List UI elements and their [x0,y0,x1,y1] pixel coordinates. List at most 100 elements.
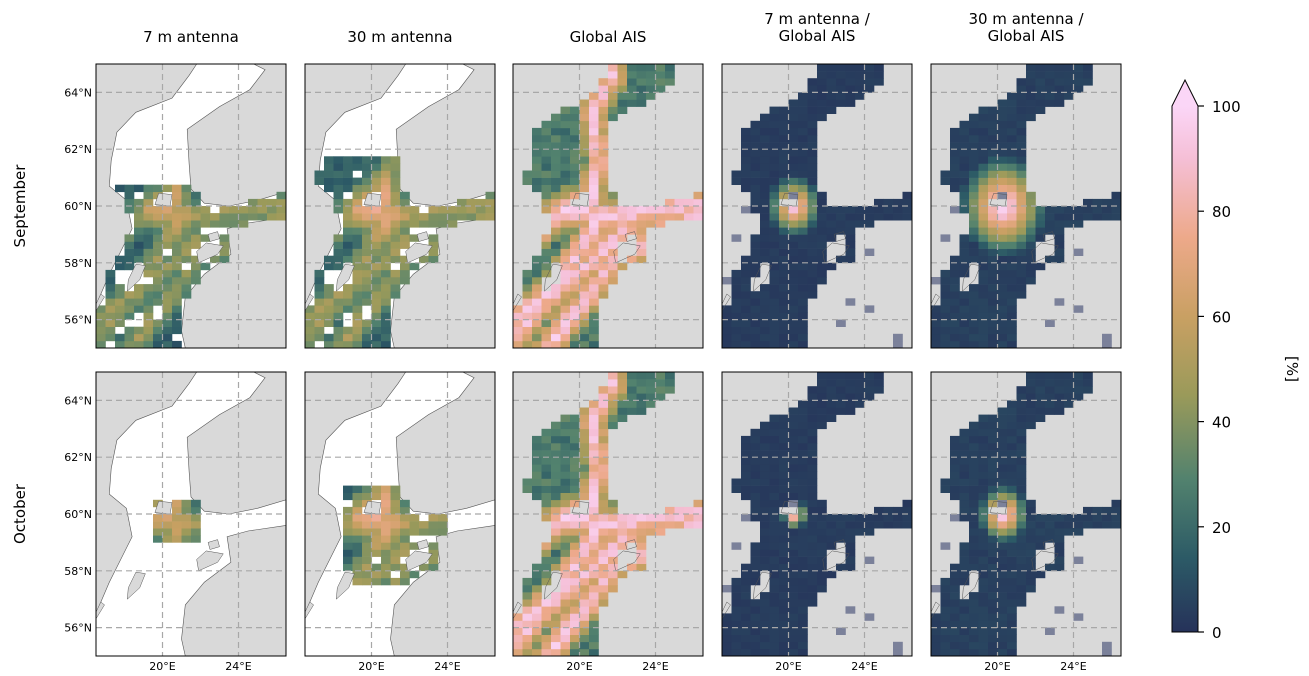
data-cell [769,149,780,157]
data-cell [988,570,998,579]
data-cell [191,220,201,228]
data-cell [741,592,751,600]
data-cell [570,277,580,285]
data-cell [522,478,533,486]
data-cell [589,227,599,235]
data-cell [1016,514,1027,522]
column-title-line: 30 m antenna / [968,10,1084,28]
data-cell [579,284,590,292]
data-cell [807,421,818,430]
data-cell [115,184,125,193]
data-cell [314,170,325,178]
data-cell [457,198,467,207]
data-cell [788,340,799,348]
data-cell [1007,106,1017,114]
data-cell [807,407,818,415]
data-cell [579,641,590,650]
data-cell [731,641,742,650]
data-cell [551,213,561,221]
data-cell [864,514,875,522]
data-cell [229,213,239,221]
data-cell [1007,421,1017,430]
data-cell [874,71,884,79]
data-cell [655,528,666,536]
data-cell [978,535,989,543]
data-cell [598,535,609,543]
data-cell [362,170,372,178]
data-cell [181,291,192,299]
data-cell [598,213,609,221]
data-cell [788,312,799,320]
data-cell [769,206,780,214]
data-cell [798,241,808,249]
data-cell [551,556,561,564]
data-cell [693,213,703,221]
data-cell [400,528,410,536]
data-cell [779,241,789,249]
data-cell [598,464,609,472]
data-cell [722,340,732,348]
data-cell [978,627,989,635]
data-cell [352,220,363,228]
data-cell [798,592,808,600]
data-cell [722,585,732,593]
data-cell [988,262,998,271]
data-cell [617,234,628,242]
data-cell [570,556,580,564]
data-cell [352,277,363,285]
data-cell [731,620,742,628]
data-cell [124,291,135,299]
data-cell [636,514,647,522]
data-cell [978,606,989,614]
data-cell [532,599,542,607]
data-cell [400,241,410,249]
data-cell [371,206,382,214]
data-cell [646,206,656,214]
data-cell [798,492,808,501]
data-cell [210,255,220,264]
data-cell [1092,206,1103,214]
data-cell [598,191,609,200]
data-cell [1054,514,1065,522]
data-cell [381,556,391,564]
data-cell [1007,170,1017,178]
data-cell [959,262,970,271]
data-cell [352,570,363,579]
data-cell [760,492,770,501]
data-cell [760,184,770,193]
data-cell [836,521,846,529]
data-cell [191,269,201,278]
data-cell [1035,393,1046,401]
data-cell [978,333,989,342]
data-cell [1007,542,1017,550]
data-cell [988,613,998,621]
column-title: 7 m antenna [143,28,239,46]
data-cell [798,620,808,628]
data-cell [1045,99,1055,107]
data-cell [788,549,799,557]
data-cell [143,333,154,342]
data-cell [267,213,277,221]
data-cell [333,191,344,200]
data-cell [589,478,599,486]
data-cell [741,170,751,178]
data-cell [769,284,780,292]
data-cell [1016,528,1027,536]
data-cell [788,255,799,264]
data-cell [570,248,580,256]
data-cell [579,227,590,235]
data-cell [200,206,211,214]
data-cell [371,277,382,285]
data-cell [598,443,609,451]
data-cell [570,464,580,472]
data-cell [646,400,656,408]
data-cell [807,443,818,451]
data-cell [390,577,401,586]
data-cell [400,570,410,579]
data-cell [1026,542,1036,550]
island [822,550,850,572]
data-cell [522,319,533,327]
data-cell [750,478,761,486]
data-cell [579,220,590,228]
data-cell [627,213,637,221]
